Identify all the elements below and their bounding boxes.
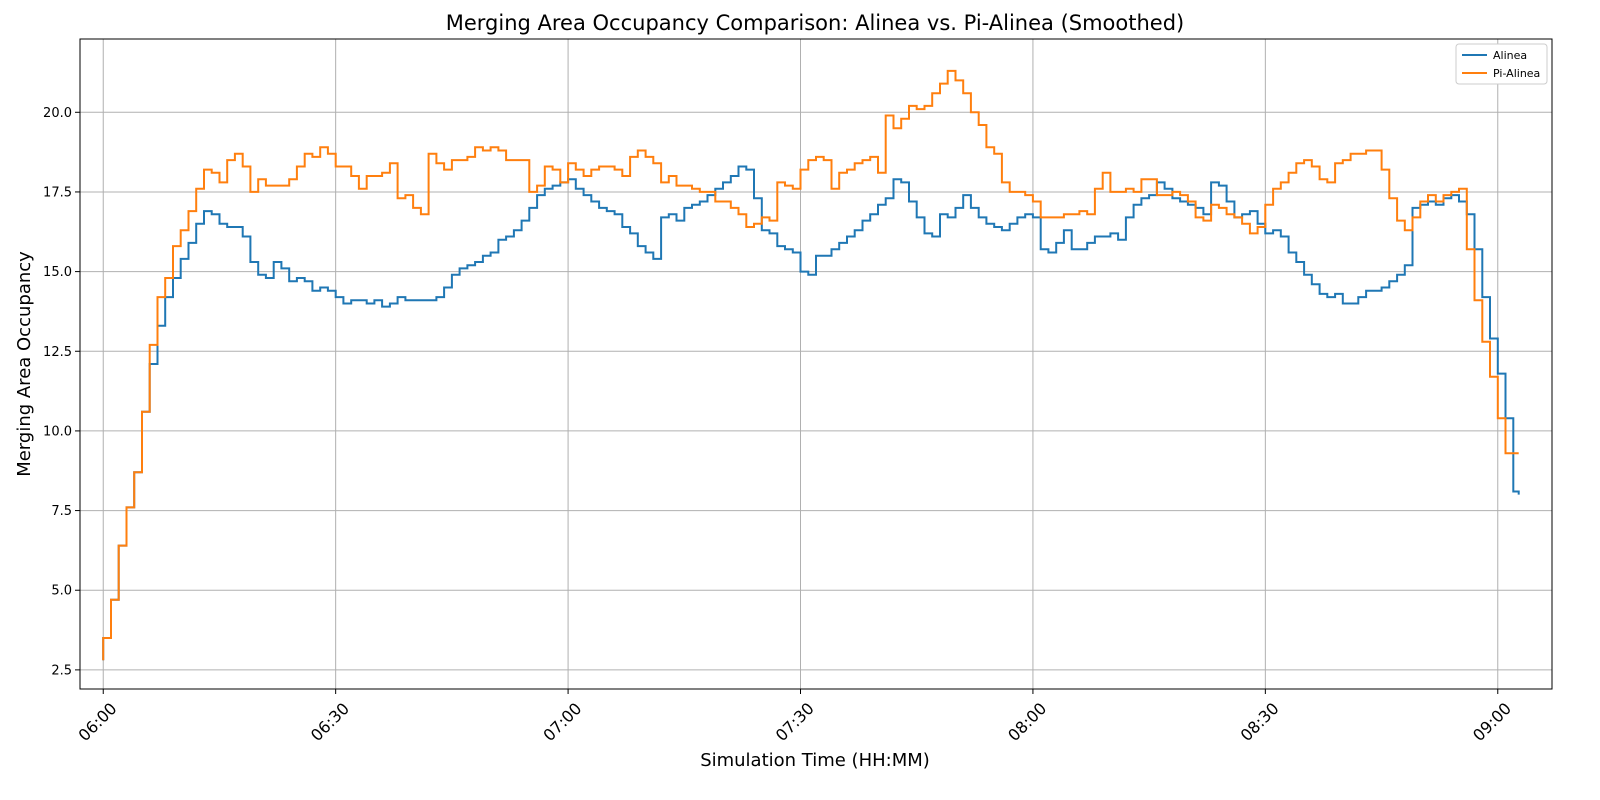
y-tick-label: 15.0 <box>43 265 72 280</box>
x-axis-title: Simulation Time (HH:MM) <box>700 750 930 771</box>
plot-area <box>79 38 1553 690</box>
y-axis: 2.5 5.0 7.5 10.0 12.5 15.0 17.5 20.0 <box>43 106 80 678</box>
legend-label-pi-alinea: Pi-Alinea <box>1493 67 1540 80</box>
series-line-alinea <box>102 165 1520 661</box>
y-tick-label: 5.0 <box>51 584 72 599</box>
y-tick-label: 2.5 <box>51 663 72 678</box>
legend-label-alinea: Alinea <box>1493 49 1527 62</box>
chart-title: Merging Area Occupancy Comparison: Aline… <box>446 11 1185 35</box>
y-tick-label: 20.0 <box>43 106 72 121</box>
y-tick-label: 12.5 <box>43 345 72 360</box>
y-tick-label: 17.5 <box>43 185 72 200</box>
y-tick-label: 10.0 <box>43 424 72 439</box>
y-axis-title: Merging Area Occupancy <box>14 251 35 477</box>
series-line-pi-alinea <box>102 69 1519 661</box>
legend: Alinea Pi-Alinea <box>1455 43 1548 85</box>
y-tick-label: 7.5 <box>51 504 72 519</box>
series-lines <box>102 69 1520 661</box>
